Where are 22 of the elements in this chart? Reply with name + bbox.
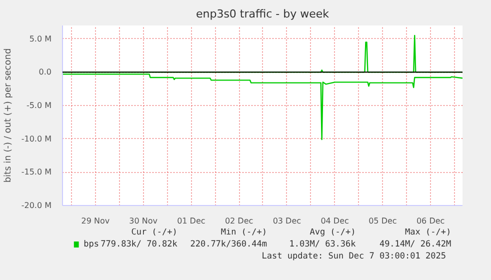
x-tick-label: 02 Dec — [224, 216, 254, 226]
x-tick-label: 01 Dec — [177, 216, 206, 226]
y-tick-label: -5.0 M — [26, 101, 52, 110]
text: 220.77k/360.44m — [190, 240, 267, 250]
legend-label: bps — [84, 240, 100, 250]
text: 779.83k/ 70.82k — [100, 240, 178, 250]
x-tick-label: 05 Dec — [368, 216, 397, 226]
text: 49.14M/ 26.42M — [379, 240, 452, 250]
y-tick-label: 0.0 — [38, 68, 52, 77]
x-tick-label: 30 Nov — [129, 216, 158, 226]
y-tick-label: -20.0 M — [21, 201, 52, 210]
y-tick-label: -15.0 M — [21, 168, 52, 177]
text: Last update: Sun Dec 7 03:00:01 2025 — [262, 252, 446, 262]
y-tick-label: 5.0 M — [29, 34, 52, 44]
chart-title: enp3s0 traffic - by week — [196, 8, 330, 20]
y-axis-title: bits in (-) / out (+) per second — [3, 48, 14, 183]
x-tick-label: 03 Dec — [272, 216, 302, 226]
x-tick-label: 04 Dec — [320, 216, 349, 226]
text: 1.03M/ 63.36k — [289, 240, 356, 250]
x-tick-label: 06 Dec — [416, 216, 445, 226]
x-tick-label: 29 Nov — [81, 216, 110, 226]
y-tick-label: -10.0 M — [21, 134, 52, 144]
